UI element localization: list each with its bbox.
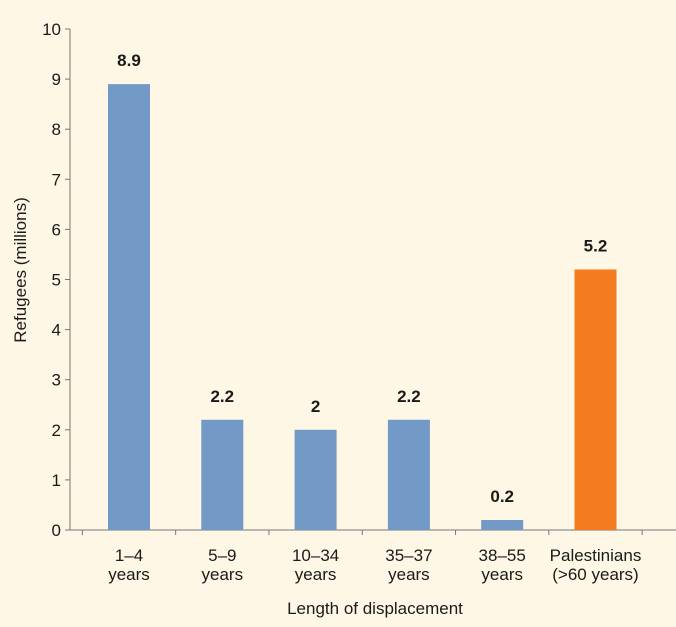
x-tick-label: Palestinians bbox=[550, 546, 642, 565]
x-tick-label: years bbox=[202, 565, 244, 584]
x-tick-label: 10–34 bbox=[292, 546, 339, 565]
bar bbox=[481, 519, 524, 530]
bar bbox=[294, 429, 337, 530]
x-tick-label: years bbox=[481, 565, 523, 584]
data-label: 2.2 bbox=[397, 387, 421, 406]
x-tick-label: years bbox=[108, 565, 150, 584]
x-tick-label: 5–9 bbox=[208, 546, 236, 565]
x-axis-title: Length of displacement bbox=[287, 599, 463, 618]
data-label: 2 bbox=[311, 397, 320, 416]
x-tick-label: (>60 years) bbox=[552, 565, 638, 584]
data-label: 2.2 bbox=[210, 387, 234, 406]
y-tick-label: 8 bbox=[52, 120, 61, 139]
data-label: 5.2 bbox=[584, 236, 608, 255]
x-tick-label: 38–55 bbox=[479, 546, 526, 565]
y-tick-label: 9 bbox=[52, 70, 61, 89]
y-tick-label: 10 bbox=[42, 20, 61, 39]
bars bbox=[108, 84, 617, 531]
y-axis-title: Refugees (millions) bbox=[11, 197, 30, 343]
y-tick-label: 7 bbox=[52, 170, 61, 189]
axes: 0 1 2 3 4 5 6 7 8 9 10 bbox=[42, 20, 676, 540]
bar bbox=[108, 84, 150, 531]
bar bbox=[201, 419, 244, 530]
data-label: 8.9 bbox=[117, 51, 141, 70]
y-tick-label: 1 bbox=[52, 471, 61, 490]
y-tick-label: 0 bbox=[52, 521, 61, 540]
y-tick-label: 4 bbox=[52, 321, 61, 340]
x-tick-label: years bbox=[388, 565, 430, 584]
x-tick-label: 1–4 bbox=[115, 546, 143, 565]
data-label: 0.2 bbox=[490, 487, 514, 506]
y-tick-label: 5 bbox=[52, 271, 61, 290]
labels: 8.91–4years2.25–9years210–34years2.235–3… bbox=[108, 51, 641, 584]
bar bbox=[574, 269, 617, 530]
x-tick-label: 35–37 bbox=[385, 546, 432, 565]
y-tick-label: 2 bbox=[52, 421, 61, 440]
y-tick-label: 6 bbox=[52, 220, 61, 239]
x-tick-label: years bbox=[295, 565, 337, 584]
bar bbox=[387, 419, 430, 530]
y-tick-label: 3 bbox=[52, 371, 61, 390]
